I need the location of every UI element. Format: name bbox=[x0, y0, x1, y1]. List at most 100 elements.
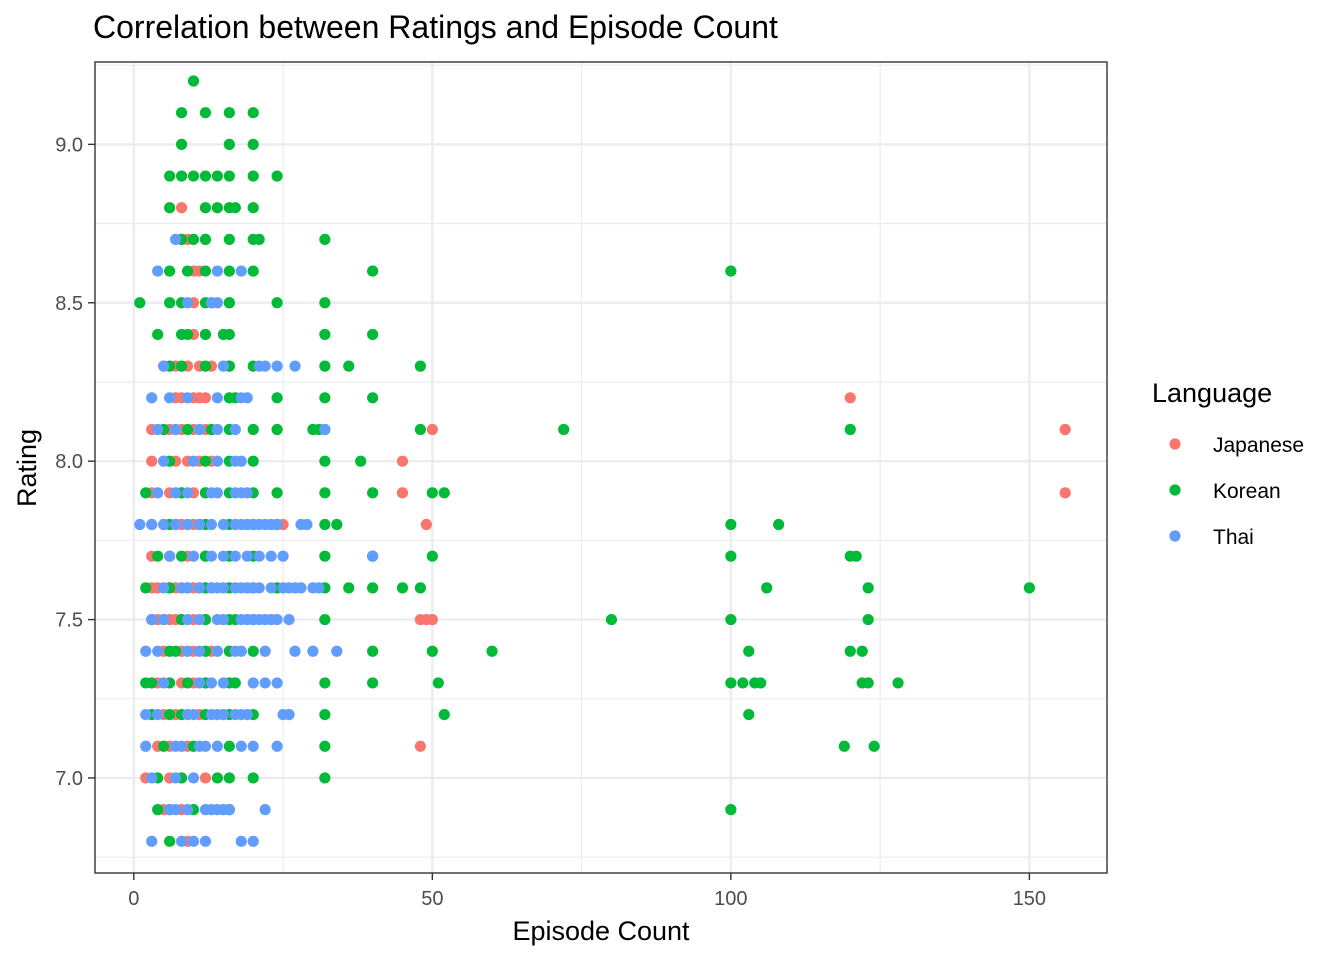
point-thai bbox=[193, 582, 206, 594]
point-korean bbox=[319, 772, 331, 784]
point-korean bbox=[199, 107, 212, 119]
point-thai bbox=[331, 645, 343, 657]
point-korean bbox=[725, 613, 737, 626]
y-axis-ticks: 7.0 7.5 8.0 8.5 9.0 bbox=[55, 134, 95, 790]
point-korean bbox=[211, 772, 223, 784]
point-korean bbox=[319, 297, 331, 309]
point-thai bbox=[217, 613, 229, 626]
point-korean bbox=[862, 613, 874, 626]
point-thai bbox=[175, 835, 188, 847]
point-korean bbox=[1023, 582, 1035, 594]
point-thai bbox=[271, 613, 283, 626]
point-thai bbox=[158, 582, 170, 594]
plot-panel bbox=[95, 62, 1107, 873]
point-thai bbox=[367, 550, 379, 562]
legend-label-korean: Korean bbox=[1213, 480, 1281, 503]
point-korean bbox=[181, 328, 194, 341]
y-tick-label: 7.5 bbox=[55, 610, 83, 632]
point-korean bbox=[199, 233, 212, 246]
point-thai bbox=[259, 360, 271, 372]
point-korean bbox=[725, 804, 737, 816]
point-thai bbox=[199, 835, 212, 847]
point-thai bbox=[289, 645, 301, 657]
point-korean bbox=[737, 677, 749, 689]
point-korean bbox=[247, 265, 259, 277]
point-korean bbox=[223, 328, 235, 341]
point-korean bbox=[175, 138, 188, 150]
point-korean bbox=[247, 645, 259, 657]
point-korean bbox=[199, 328, 212, 341]
point-thai bbox=[283, 709, 295, 721]
point-thai bbox=[265, 550, 277, 562]
point-thai bbox=[181, 613, 194, 626]
point-thai bbox=[187, 550, 200, 562]
point-thai bbox=[170, 804, 182, 816]
point-korean bbox=[164, 170, 176, 182]
point-thai bbox=[152, 265, 164, 277]
point-korean bbox=[438, 487, 450, 499]
point-thai bbox=[253, 550, 265, 562]
point-thai bbox=[319, 423, 331, 436]
y-tick-label: 8.5 bbox=[55, 293, 83, 315]
point-korean bbox=[181, 423, 194, 436]
point-korean bbox=[838, 740, 850, 752]
point-japanese bbox=[426, 423, 438, 436]
point-korean bbox=[414, 423, 426, 436]
point-korean bbox=[396, 582, 409, 594]
point-korean bbox=[164, 202, 176, 214]
point-korean bbox=[187, 233, 200, 246]
point-thai bbox=[140, 645, 152, 657]
point-thai bbox=[158, 613, 170, 626]
point-thai bbox=[211, 487, 223, 499]
point-korean bbox=[844, 645, 856, 657]
point-korean bbox=[199, 265, 212, 277]
point-thai bbox=[181, 297, 194, 309]
point-korean bbox=[862, 677, 874, 689]
point-korean bbox=[223, 265, 235, 277]
point-korean bbox=[367, 265, 379, 277]
point-korean bbox=[426, 550, 438, 562]
point-korean bbox=[152, 804, 164, 816]
point-thai bbox=[181, 487, 194, 499]
x-tick-label: 0 bbox=[128, 888, 139, 910]
point-thai bbox=[158, 455, 170, 467]
point-korean bbox=[319, 550, 331, 562]
point-korean bbox=[432, 677, 444, 689]
point-thai bbox=[241, 550, 253, 562]
point-korean bbox=[331, 518, 343, 531]
point-thai bbox=[152, 709, 164, 721]
point-korean bbox=[319, 613, 331, 626]
x-axis-ticks: 0 50 100 150 bbox=[128, 873, 1046, 910]
point-japanese bbox=[426, 613, 438, 626]
legend-title: Language bbox=[1152, 378, 1272, 408]
point-korean bbox=[761, 582, 773, 594]
point-korean bbox=[367, 328, 379, 341]
point-korean bbox=[223, 233, 235, 246]
point-korean bbox=[486, 645, 498, 657]
point-thai bbox=[193, 518, 206, 531]
point-thai bbox=[140, 740, 152, 752]
point-korean bbox=[199, 170, 212, 182]
point-thai bbox=[313, 582, 325, 594]
point-japanese bbox=[1059, 423, 1071, 436]
point-korean bbox=[187, 75, 200, 87]
point-korean bbox=[271, 170, 283, 182]
plot-border bbox=[94, 61, 1108, 874]
y-axis-title: Rating bbox=[12, 429, 42, 507]
point-korean bbox=[438, 709, 450, 721]
point-korean bbox=[223, 772, 235, 784]
point-thai bbox=[181, 804, 194, 816]
point-korean bbox=[164, 265, 176, 277]
point-korean bbox=[247, 202, 259, 214]
point-thai bbox=[187, 772, 200, 784]
point-thai bbox=[235, 645, 247, 657]
point-korean bbox=[211, 202, 223, 214]
minor-gridlines bbox=[95, 62, 1107, 873]
point-thai bbox=[170, 423, 182, 436]
point-thai bbox=[253, 582, 265, 594]
point-thai bbox=[217, 360, 229, 372]
point-thai bbox=[265, 582, 277, 594]
point-korean bbox=[319, 392, 331, 404]
legend: Language Japanese Korean Thai bbox=[1152, 378, 1304, 549]
point-korean bbox=[319, 487, 331, 499]
